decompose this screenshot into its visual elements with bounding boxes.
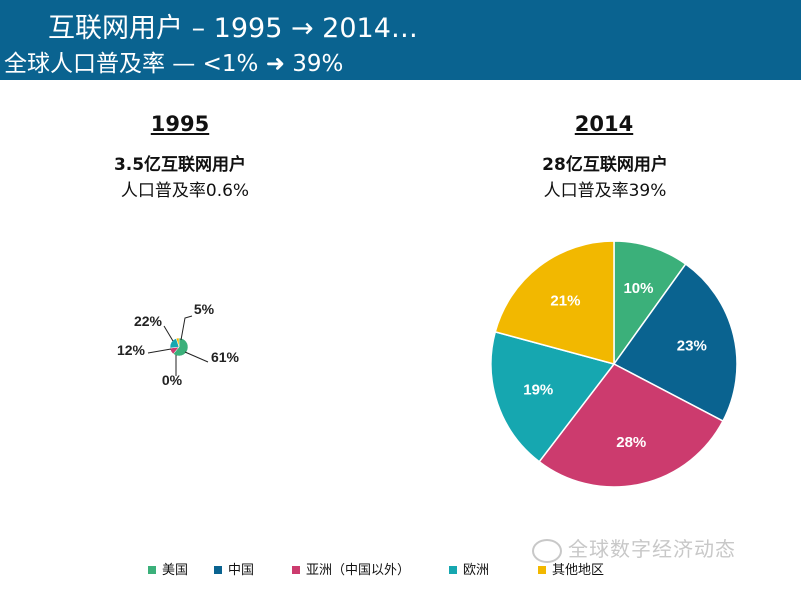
watermark: 全球数字经济动态 — [532, 533, 736, 563]
legend-swatch-china — [214, 565, 222, 574]
legend-label-asia: 亚洲（中国以外） — [306, 563, 411, 578]
pie-1995-label-1: 0% — [162, 372, 183, 388]
legend-label-europe: 欧洲 — [463, 563, 490, 578]
legend-swatch-asia — [292, 565, 300, 574]
pie-2014-slice-3 — [490, 330, 616, 463]
pie-1995-label-4: 5% — [194, 301, 215, 317]
pie-2014-label-0: 10% — [623, 280, 653, 297]
pie-2014-slice-2 — [538, 363, 724, 488]
legend-swatch-europe — [449, 565, 457, 574]
pie-1995-leader-2 — [147, 348, 172, 354]
pie-1995-leader-3 — [163, 325, 174, 342]
pie-2014-label-4: 21% — [550, 293, 580, 310]
users-1995: 3.5亿互联网用户 — [113, 155, 247, 175]
legend-label-usa: 美国 — [162, 563, 189, 578]
rate-2014: 人口普及率39% — [543, 181, 667, 201]
rate-1995: 人口普及率0.6% — [120, 181, 250, 201]
users-2014: 28亿互联网用户 — [542, 155, 668, 175]
legend-item-usa: 美国 — [148, 559, 188, 578]
legend-item-china: 中国 — [214, 559, 254, 578]
legend: 美国 中国 亚洲（中国以外） 欧洲 其他地区 — [0, 559, 801, 583]
pie-1995-leader-0 — [184, 351, 209, 363]
pie-1995-label-3: 22% — [134, 313, 163, 329]
legend-item-other: 其他地区 — [538, 559, 604, 578]
page-title: 互联网用户 – 1995 → 2014… — [48, 13, 418, 44]
pie-2014-slice-0 — [613, 240, 687, 367]
legend-swatch-usa — [148, 565, 156, 574]
legend-item-europe: 欧洲 — [449, 559, 489, 578]
pie-1995-slice-4 — [175, 337, 180, 348]
pie-1995-label-0: 61% — [211, 349, 240, 365]
page-subtitle: 全球人口普及率 — <1% ➜ 39% — [4, 51, 344, 77]
watermark-text: 全球数字经济动态 — [568, 537, 736, 561]
pie-2014-label-1: 23% — [677, 338, 707, 355]
pie-1995-leader-4 — [180, 315, 193, 341]
legend-item-asia: 亚洲（中国以外） — [292, 559, 410, 578]
legend-label-china: 中国 — [228, 563, 255, 578]
pie-2014-slice-1 — [612, 262, 738, 423]
header-bar: 互联网用户 – 1995 → 2014… 全球人口普及率 — <1% ➜ 39% — [0, 0, 801, 80]
pie-2014-label-2: 28% — [616, 434, 646, 451]
legend-label-other: 其他地区 — [552, 563, 605, 578]
legend-swatch-other — [538, 565, 546, 574]
year-title-2014: 2014 — [574, 112, 634, 136]
pie-1995-label-2: 12% — [117, 342, 146, 358]
wechat-icon — [532, 538, 562, 563]
year-title-1995: 1995 — [150, 112, 210, 136]
pie-2014-slice-4 — [494, 240, 615, 365]
pie-2014-label-3: 19% — [523, 382, 553, 399]
